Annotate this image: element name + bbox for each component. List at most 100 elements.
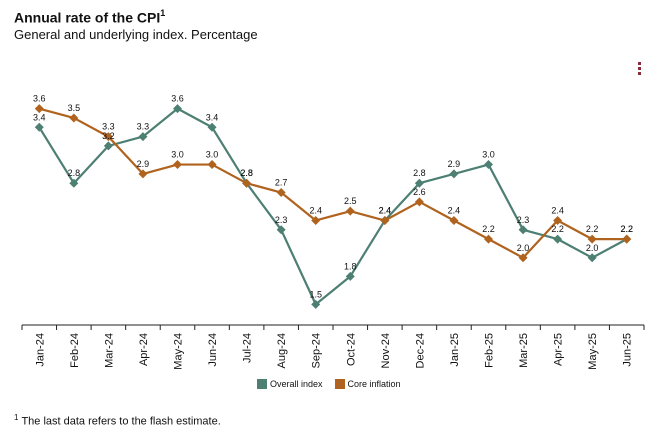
core-inflation-data-label: 2.4 — [309, 205, 322, 215]
overall-index-data-label: 3.3 — [137, 122, 150, 132]
x-tick-label: Oct-24 — [345, 333, 357, 366]
overall-index-point — [207, 122, 217, 132]
core-inflation-point — [69, 113, 79, 123]
x-axis: Jan-24 Feb-24 Mar-24 Apr-24 May-24 Jun-24 Jul-… — [21, 324, 645, 370]
core-inflation-point — [173, 160, 182, 170]
overall-index-data-label: 2.4 — [379, 205, 392, 215]
core-inflation-point — [484, 234, 493, 244]
x-tick-label: Sep-24 — [311, 333, 323, 368]
x-tick-label: Nov-24 — [380, 333, 392, 368]
legend-swatch-overall — [257, 379, 267, 389]
overall-index-data-label: 3.4 — [33, 112, 46, 122]
x-tick-label: Jun-24 — [207, 333, 219, 367]
core-inflation-data-label: 2.6 — [413, 187, 426, 197]
legend-item-overall[interactable]: Overall index — [257, 379, 323, 389]
overall-index-data-label: 3.6 — [171, 94, 184, 104]
overall-index-data-label: 1.5 — [309, 289, 322, 299]
overall-index-point — [414, 178, 424, 188]
legend-label-overall: Overall index — [270, 379, 323, 389]
x-tick-label: Apr-25 — [553, 333, 565, 366]
overall-index-data-label: 2.2 — [551, 224, 564, 234]
core-inflation-point — [518, 253, 528, 263]
core-inflation-point — [34, 104, 44, 114]
core-inflation-data-label: 2.0 — [517, 243, 530, 253]
x-tick-label: Dec-24 — [414, 333, 426, 368]
series-lines — [38, 107, 628, 306]
core-inflation-point — [207, 160, 217, 170]
hamburger-menu-icon[interactable] — [638, 62, 642, 76]
x-tick-label: Jan-25 — [449, 333, 461, 367]
x-tick-label: Jun-25 — [622, 333, 634, 367]
core-inflation-point — [138, 169, 148, 179]
x-tick-label: Feb-24 — [69, 333, 81, 368]
overall-index-data-label: 2.2 — [620, 224, 633, 234]
core-inflation-point — [345, 206, 355, 216]
chart-subtitle: General and underlying index. Percentage — [14, 27, 258, 42]
x-tick-label: Aug-24 — [276, 333, 288, 368]
core-inflation-point — [103, 132, 113, 142]
overall-index-data-label: 2.3 — [275, 215, 288, 225]
core-inflation-data-label: 3.5 — [68, 103, 81, 113]
x-tick-label: Jul-24 — [242, 333, 254, 363]
overall-index-data-label: 3.2 — [102, 131, 115, 141]
data-labels: 3.42.83.23.33.63.42.82.31.51.82.42.82.93… — [33, 94, 633, 300]
core-inflation-data-label: 3.0 — [171, 150, 184, 160]
core-inflation-data-label: 2.4 — [379, 205, 392, 215]
overall-index-line — [38, 107, 628, 306]
overall-index-point — [69, 178, 79, 188]
core-inflation-data-label: 2.7 — [275, 178, 288, 188]
legend-swatch-core — [334, 379, 345, 389]
overall-index-data-label: 3.0 — [482, 150, 495, 160]
overall-index-data-label: 2.8 — [68, 168, 81, 178]
overall-index-point — [345, 271, 355, 281]
core-inflation-data-label: 3.3 — [102, 122, 115, 132]
overall-index-data-label: 2.9 — [448, 159, 461, 169]
core-inflation-data-label: 3.0 — [206, 150, 219, 160]
core-inflation-data-label: 2.5 — [344, 196, 357, 206]
overall-index-point — [34, 122, 44, 132]
chart-legend: Overall index Core inflation — [257, 379, 413, 389]
core-inflation-point — [276, 188, 286, 198]
core-inflation-data-label: 2.4 — [448, 205, 461, 215]
overall-index-data-label: 2.8 — [240, 168, 253, 178]
overall-index-point — [484, 160, 493, 170]
x-tick-label: Mar-25 — [518, 333, 530, 368]
overall-index-point — [276, 225, 286, 235]
footnote: 1 The last data refers to the flash estim… — [14, 413, 221, 428]
footnote-mark: 1 — [14, 413, 19, 422]
legend-item-core[interactable]: Core inflation — [334, 379, 401, 389]
overall-index-point — [587, 253, 597, 263]
core-inflation-point — [553, 215, 563, 225]
overall-index-point — [173, 104, 182, 114]
overall-index-point — [518, 225, 528, 235]
core-inflation-data-label: 2.4 — [551, 205, 564, 215]
x-tick-label: Feb-25 — [484, 333, 496, 368]
core-inflation-point — [449, 215, 459, 225]
overall-index-data-label: 2.8 — [413, 168, 426, 178]
x-tick-label: Mar-24 — [103, 333, 115, 368]
overall-index-data-label: 3.4 — [206, 112, 219, 122]
core-inflation-point — [311, 215, 321, 225]
series-markers — [34, 104, 632, 309]
overall-index-point — [138, 132, 148, 142]
core-inflation-point — [587, 234, 597, 244]
title-footnote-mark: 1 — [160, 8, 166, 18]
core-inflation-data-label: 2.9 — [137, 159, 150, 169]
footnote-text: The last data refers to the flash estima… — [21, 415, 221, 428]
core-inflation-line — [38, 107, 627, 259]
x-tick-label: May-24 — [173, 333, 185, 370]
core-inflation-data-label: 2.2 — [482, 224, 495, 234]
core-inflation-point — [242, 178, 252, 188]
overall-index-data-label: 2.3 — [517, 215, 530, 225]
x-tick-label: May-25 — [587, 333, 599, 370]
core-inflation-data-label: 2.2 — [620, 224, 633, 234]
core-inflation-point — [380, 215, 390, 225]
overall-index-point — [553, 234, 563, 244]
overall-index-data-label: 2.0 — [586, 243, 599, 253]
overall-index-point — [449, 169, 459, 179]
core-inflation-data-label: 2.2 — [586, 224, 599, 234]
overall-index-data-label: 1.8 — [344, 261, 357, 271]
chart-title: Annual rate of the CPI1 — [14, 8, 166, 26]
overall-index-point — [103, 141, 113, 151]
